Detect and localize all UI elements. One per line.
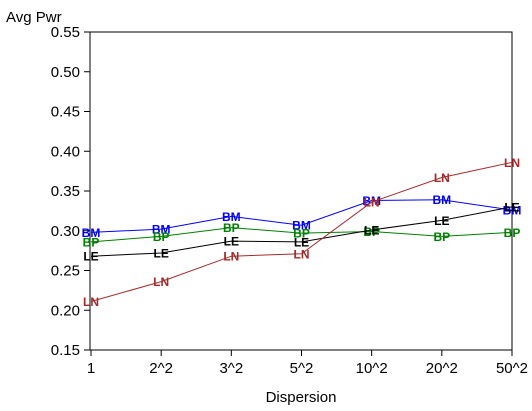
series-line — [90, 161, 513, 302]
point-marker: LN — [504, 156, 520, 170]
point-marker: BP — [504, 226, 521, 240]
x-tick-label: 2^2 — [149, 360, 173, 377]
point-marker: LE — [294, 235, 309, 249]
y-tick-label: 0.55 — [51, 24, 80, 41]
x-axis: 1 2^2 3^2 5^2 10^2 20^2 50^2 — [87, 350, 528, 377]
point-marker: LE — [83, 250, 98, 264]
point-marker: BP — [223, 221, 240, 235]
plot-frame — [89, 31, 513, 351]
point-marker: LN — [294, 247, 310, 261]
point-marker: BM — [152, 223, 171, 237]
series-bp: BP BP BP BP BP BP BP — [83, 221, 521, 249]
series-le: LE LE LE LE LE LE LE — [83, 200, 519, 263]
point-marker: BM — [222, 210, 241, 224]
x-tick-label: 1 — [87, 360, 95, 377]
series-line — [90, 199, 513, 233]
point-marker: LN — [153, 275, 169, 289]
x-tick-label: 3^2 — [219, 360, 243, 377]
point-marker: LN — [364, 196, 380, 210]
point-marker: BP — [363, 225, 380, 239]
point-marker: BP — [293, 227, 310, 241]
point-marker: LN — [434, 171, 450, 185]
point-marker: LE — [224, 235, 239, 249]
point-marker: LE — [504, 200, 519, 214]
y-axis: 0.15 0.20 0.25 0.30 0.35 0.40 0.45 0.50 0.55 — [51, 24, 90, 359]
series-bm: BM BM BM BM BM BM BM — [82, 193, 522, 240]
x-tick-label: 50^2 — [496, 360, 528, 377]
x-axis-title: Dispersion — [266, 389, 337, 406]
point-marker: BP — [153, 230, 170, 244]
y-axis-title: Avg Pwr — [6, 9, 62, 26]
point-marker: BM — [362, 194, 381, 208]
y-tick-label: 0.45 — [51, 104, 80, 121]
point-marker: LE — [153, 247, 168, 261]
point-marker: BM — [432, 193, 451, 207]
series-line — [90, 206, 513, 257]
y-tick-label: 0.40 — [51, 143, 80, 160]
y-tick-label: 0.20 — [51, 302, 80, 319]
y-tick-label: 0.25 — [51, 263, 80, 280]
series-line — [90, 227, 513, 243]
point-marker: BM — [503, 204, 522, 218]
point-marker: LE — [364, 223, 379, 237]
y-tick-label: 0.15 — [51, 342, 80, 359]
point-marker: LN — [223, 250, 239, 264]
point-marker: BM — [292, 219, 311, 233]
point-marker: LE — [434, 214, 449, 228]
x-tick-label: 20^2 — [426, 360, 458, 377]
x-tick-label: 5^2 — [290, 360, 314, 377]
point-marker: BP — [83, 235, 100, 249]
point-marker: BM — [82, 226, 101, 240]
point-marker: LN — [83, 295, 99, 309]
y-tick-label: 0.30 — [51, 223, 80, 240]
series-ln: LN LN LN LN LN LN LN — [83, 156, 520, 309]
point-marker: BP — [433, 230, 450, 244]
y-tick-label: 0.35 — [51, 183, 80, 200]
y-tick-label: 0.50 — [51, 64, 80, 81]
x-tick-label: 10^2 — [356, 360, 388, 377]
